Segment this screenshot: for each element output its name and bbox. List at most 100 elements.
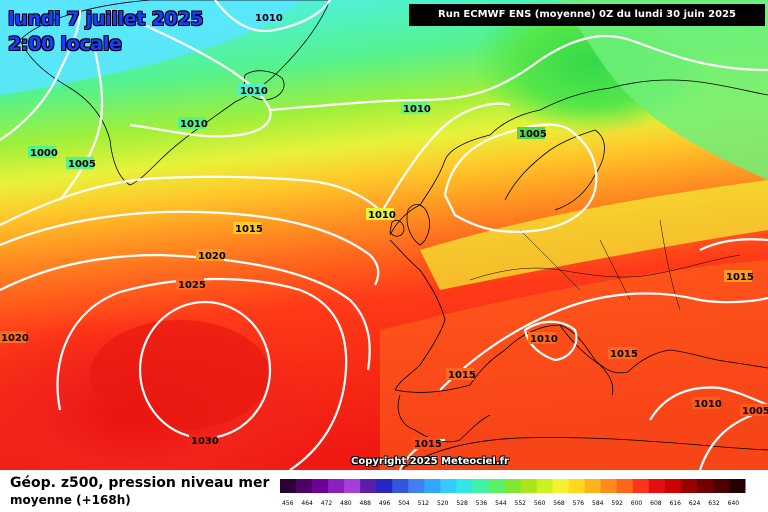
scale-swatch [552,479,570,493]
isobar-1010-alps [523,320,578,362]
label-bg [692,397,720,409]
label-bg [176,278,204,290]
isobar-1015-east [439,292,768,391]
scale-swatch [360,479,377,493]
isobar-label: 1015 [726,272,754,283]
map-parameter-subtitle: moyenne (+168h) [10,493,131,507]
scandinavia-coast [389,79,768,236]
forecast-date: lundi 7 juillet 2025 [8,8,204,30]
label-bg [66,157,94,169]
forecast-map: 1010 1010 1010 1010 1000 1005 1005 1010 … [0,0,768,470]
italy-coast [559,324,614,396]
scale-swatch [632,479,650,493]
scale-swatch [712,479,730,493]
baltic-coast [504,129,605,211]
scale-swatch [664,479,682,493]
scale-swatch [328,479,345,493]
isobar-1025 [56,277,348,470]
isobar-label: 1030 [191,436,219,447]
isobar-1020 [0,253,371,371]
isobar-label: 1010 [368,210,396,221]
isobar-label: 1015 [610,349,638,360]
legend-footer: Géop. z500, pression niveau mer moyenne … [0,470,768,512]
scale-label: 640 [728,500,740,507]
scale-label: 456 [282,500,294,507]
scale-swatch [648,479,666,493]
label-bg [28,146,56,158]
scale-label: 584 [592,500,604,507]
scale-label: 624 [689,500,701,507]
label-bg [253,11,281,23]
isobar-1000 [0,9,82,141]
scale-label: 544 [495,500,507,507]
scale-label: 560 [534,500,546,507]
isobar-label: 1020 [1,333,29,344]
isobar-label: 1015 [448,370,476,381]
label-bg [528,332,556,344]
scale-swatch [504,479,522,493]
isobar-label: 1005 [68,159,96,170]
scale-label: 568 [553,500,565,507]
copyright: Copyright 2025 Meteociel.fr [351,456,509,467]
run-info: Run ECMWF ENS (moyenne) 0Z du lundi 30 j… [409,4,765,26]
label-bg [412,437,440,449]
scale-swatch [312,479,329,493]
scale-swatch [520,479,538,493]
france-coast [389,239,446,391]
scale-label: 504 [398,500,410,507]
isobar-1015 [0,210,380,286]
scale-swatch [296,479,313,493]
africa-coast [399,437,768,470]
label-bg [446,368,474,380]
scale-label: 496 [379,500,391,507]
isobar-label: 1010 [530,334,558,345]
scale-label: 472 [321,500,333,507]
map-parameter-title: Géop. z500, pression niveau mer [10,475,270,491]
scale-swatch [440,479,457,493]
color-scale: 456 464 472 480 488 496 504 512 520 528 536 544 552 5… [280,479,746,507]
scale-swatch [392,479,409,493]
isobar-1005-low [443,123,598,233]
isobar-label: 1010 [403,104,431,115]
isobar-label: 1020 [198,251,226,262]
isobar-label: 1010 [180,119,208,130]
scale-label: 616 [670,500,682,507]
scale-swatch [600,479,618,493]
scale-swatch [568,479,586,493]
isobar-1010-greenland [109,8,272,138]
isobar-label: 1015 [414,439,442,450]
scale-label: 552 [515,500,527,507]
isobar-label: 1025 [178,280,206,291]
scale-swatch [472,479,489,493]
cold-region [0,0,300,95]
isobar-label: 1005 [742,406,768,417]
isobar-labels: 1010 1010 1010 1010 1000 1005 1005 1010 … [0,11,768,450]
label-bg [0,331,26,343]
isobars [0,0,768,470]
label-bg [189,434,217,446]
scale-swatch [408,479,425,493]
isobar-label: 1015 [235,224,263,235]
scale-label: 592 [611,500,623,507]
uk-coast [406,204,430,246]
isobar-1010-se [649,386,768,421]
scale-swatch [280,479,297,493]
scale-swatch [488,479,505,493]
scale-label: 480 [340,500,352,507]
scale-label: 464 [301,500,313,507]
isobar-label: 1010 [240,86,268,97]
label-bg [401,102,429,114]
isobar-label: 1000 [30,148,58,159]
label-bg [724,270,752,282]
isobar-label: 1005 [519,129,547,140]
scale-swatch [456,479,473,493]
isobar-1015-ne [699,238,768,251]
scale-swatch [376,479,393,493]
scale-swatch [344,479,361,493]
borders [469,254,741,281]
label-bg [517,127,545,139]
scale-label: 632 [708,500,720,507]
scale-swatch [696,479,714,493]
scale-swatch [728,479,746,493]
scale-swatch [680,479,698,493]
